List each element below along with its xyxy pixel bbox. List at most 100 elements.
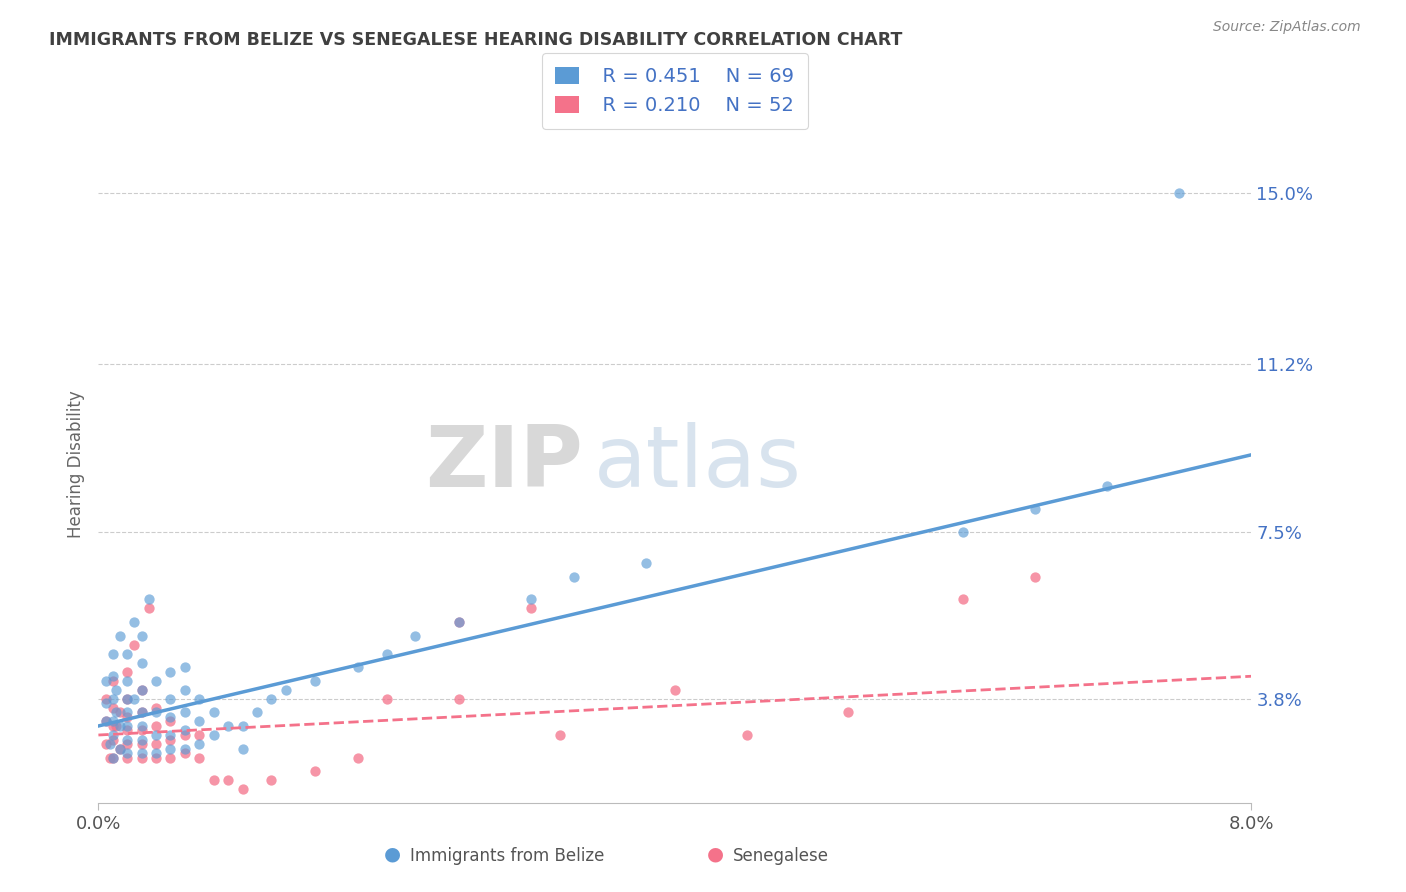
- Text: atlas: atlas: [595, 422, 803, 506]
- Point: [217, 773, 239, 788]
- Point: [94, 714, 117, 729]
- Point: [104, 706, 127, 720]
- Point: [117, 723, 138, 738]
- Point: [94, 691, 117, 706]
- Point: [145, 750, 167, 764]
- Point: [124, 615, 146, 629]
- Point: [94, 673, 117, 688]
- Point: [131, 737, 153, 751]
- Point: [131, 656, 153, 670]
- Point: [94, 737, 117, 751]
- Point: [274, 682, 297, 697]
- Point: [101, 750, 124, 764]
- Point: [174, 728, 197, 742]
- Point: [159, 691, 181, 706]
- Point: [117, 732, 138, 747]
- Point: [1097, 479, 1119, 493]
- Point: [117, 673, 138, 688]
- Point: [217, 719, 239, 733]
- Point: [117, 719, 138, 733]
- Point: [138, 592, 160, 607]
- Point: [304, 764, 326, 779]
- Point: [346, 660, 368, 674]
- Point: [98, 750, 121, 764]
- Point: [117, 746, 138, 760]
- Point: [188, 750, 211, 764]
- Point: [117, 710, 138, 724]
- Point: [104, 719, 127, 733]
- Point: [1024, 502, 1046, 516]
- Point: [101, 714, 124, 729]
- Point: [117, 691, 138, 706]
- Point: [104, 682, 127, 697]
- Point: [952, 592, 974, 607]
- Point: [131, 746, 153, 760]
- Point: [260, 773, 283, 788]
- Point: [101, 691, 124, 706]
- Point: [174, 706, 197, 720]
- Point: [231, 782, 254, 797]
- Text: ZIP: ZIP: [425, 422, 582, 506]
- Legend:   R = 0.451    N = 69,   R = 0.210    N = 52: R = 0.451 N = 69, R = 0.210 N = 52: [541, 54, 808, 129]
- Point: [188, 728, 211, 742]
- Point: [174, 723, 197, 738]
- Point: [131, 682, 153, 697]
- Point: [101, 719, 124, 733]
- Point: [131, 629, 153, 643]
- Point: [188, 714, 211, 729]
- Point: [735, 728, 758, 742]
- Point: [145, 746, 167, 760]
- Point: [159, 710, 181, 724]
- Point: [101, 669, 124, 683]
- Point: [101, 750, 124, 764]
- Point: [246, 706, 269, 720]
- Point: [94, 714, 117, 729]
- Text: ●: ●: [707, 844, 724, 863]
- Point: [131, 706, 153, 720]
- Point: [188, 737, 211, 751]
- Point: [108, 706, 131, 720]
- Point: [519, 592, 541, 607]
- Point: [548, 728, 571, 742]
- Point: [94, 697, 117, 711]
- Point: [519, 601, 541, 615]
- Point: [231, 719, 254, 733]
- Point: [636, 556, 658, 570]
- Point: [145, 737, 167, 751]
- Point: [117, 706, 138, 720]
- Point: [375, 691, 398, 706]
- Point: [159, 732, 181, 747]
- Point: [346, 750, 368, 764]
- Text: ●: ●: [384, 844, 401, 863]
- Point: [159, 741, 181, 756]
- Point: [131, 723, 153, 738]
- Point: [202, 706, 225, 720]
- Point: [108, 629, 131, 643]
- Point: [159, 728, 181, 742]
- Text: Source: ZipAtlas.com: Source: ZipAtlas.com: [1213, 20, 1361, 34]
- Point: [108, 741, 131, 756]
- Text: IMMIGRANTS FROM BELIZE VS SENEGALESE HEARING DISABILITY CORRELATION CHART: IMMIGRANTS FROM BELIZE VS SENEGALESE HEA…: [49, 31, 903, 49]
- Point: [117, 665, 138, 679]
- Point: [1168, 186, 1191, 200]
- Point: [1024, 570, 1046, 584]
- Point: [101, 701, 124, 715]
- Point: [447, 691, 470, 706]
- Point: [159, 665, 181, 679]
- Point: [159, 714, 181, 729]
- Point: [447, 615, 470, 629]
- Point: [447, 615, 470, 629]
- Point: [304, 673, 326, 688]
- Point: [174, 682, 197, 697]
- Point: [101, 673, 124, 688]
- Point: [101, 732, 124, 747]
- Point: [131, 750, 153, 764]
- Point: [98, 737, 121, 751]
- Point: [124, 691, 146, 706]
- Point: [108, 741, 131, 756]
- Point: [159, 750, 181, 764]
- Point: [117, 750, 138, 764]
- Point: [117, 691, 138, 706]
- Point: [101, 647, 124, 661]
- Point: [562, 570, 585, 584]
